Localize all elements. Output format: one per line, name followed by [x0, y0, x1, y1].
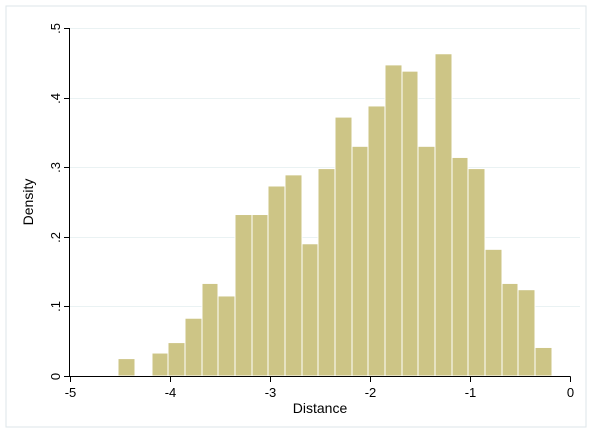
histogram-bar	[417, 145, 436, 377]
histogram-bar	[217, 295, 236, 377]
histogram-bar	[167, 342, 186, 377]
y-tick-label: .2	[48, 232, 63, 243]
x-tick-label: 0	[567, 385, 574, 400]
histogram-bar	[334, 116, 353, 377]
x-tick-label: -5	[65, 385, 77, 400]
histogram-bar	[384, 64, 403, 377]
y-tick-label: 0	[48, 373, 63, 380]
histogram-bar	[451, 156, 469, 377]
histogram-bar	[317, 168, 336, 377]
y-tick-label: .1	[48, 301, 63, 312]
histogram-bar	[351, 145, 369, 377]
histogram-bar	[434, 53, 453, 377]
x-axis-title: Distance	[293, 400, 348, 416]
histogram-bar	[401, 70, 419, 377]
axes	[69, 28, 571, 377]
y-tick-label: .3	[48, 162, 63, 173]
x-axis-ticks: -5 -4 -3 -2 -1 0	[65, 376, 574, 400]
y-axis-ticks: 0 .1 .2 .3 .4 .5	[48, 23, 70, 380]
histogram-bar	[184, 317, 203, 377]
histogram-bar	[484, 248, 503, 377]
histogram-bar	[117, 358, 136, 377]
histogram-bar	[201, 282, 219, 377]
histogram-bar	[534, 346, 553, 377]
histogram-bar	[367, 105, 386, 377]
y-axis-title: Density	[20, 179, 36, 226]
histogram-bar	[267, 185, 286, 377]
histogram-bar	[517, 289, 536, 377]
histogram-bar	[234, 214, 253, 377]
histogram-bars	[117, 53, 553, 377]
histogram-bar	[151, 352, 169, 377]
y-tick-label: .4	[48, 93, 63, 104]
y-tick-label: .5	[48, 23, 63, 34]
x-tick-label: -3	[265, 385, 277, 400]
histogram-bar	[284, 174, 303, 377]
x-tick-label: -1	[465, 385, 477, 400]
histogram-bar	[467, 168, 486, 377]
histogram-bar	[301, 243, 319, 377]
x-tick-label: -4	[165, 385, 177, 400]
x-tick-label: -2	[365, 385, 377, 400]
histogram-bar	[501, 282, 519, 377]
histogram-bar	[251, 214, 269, 377]
